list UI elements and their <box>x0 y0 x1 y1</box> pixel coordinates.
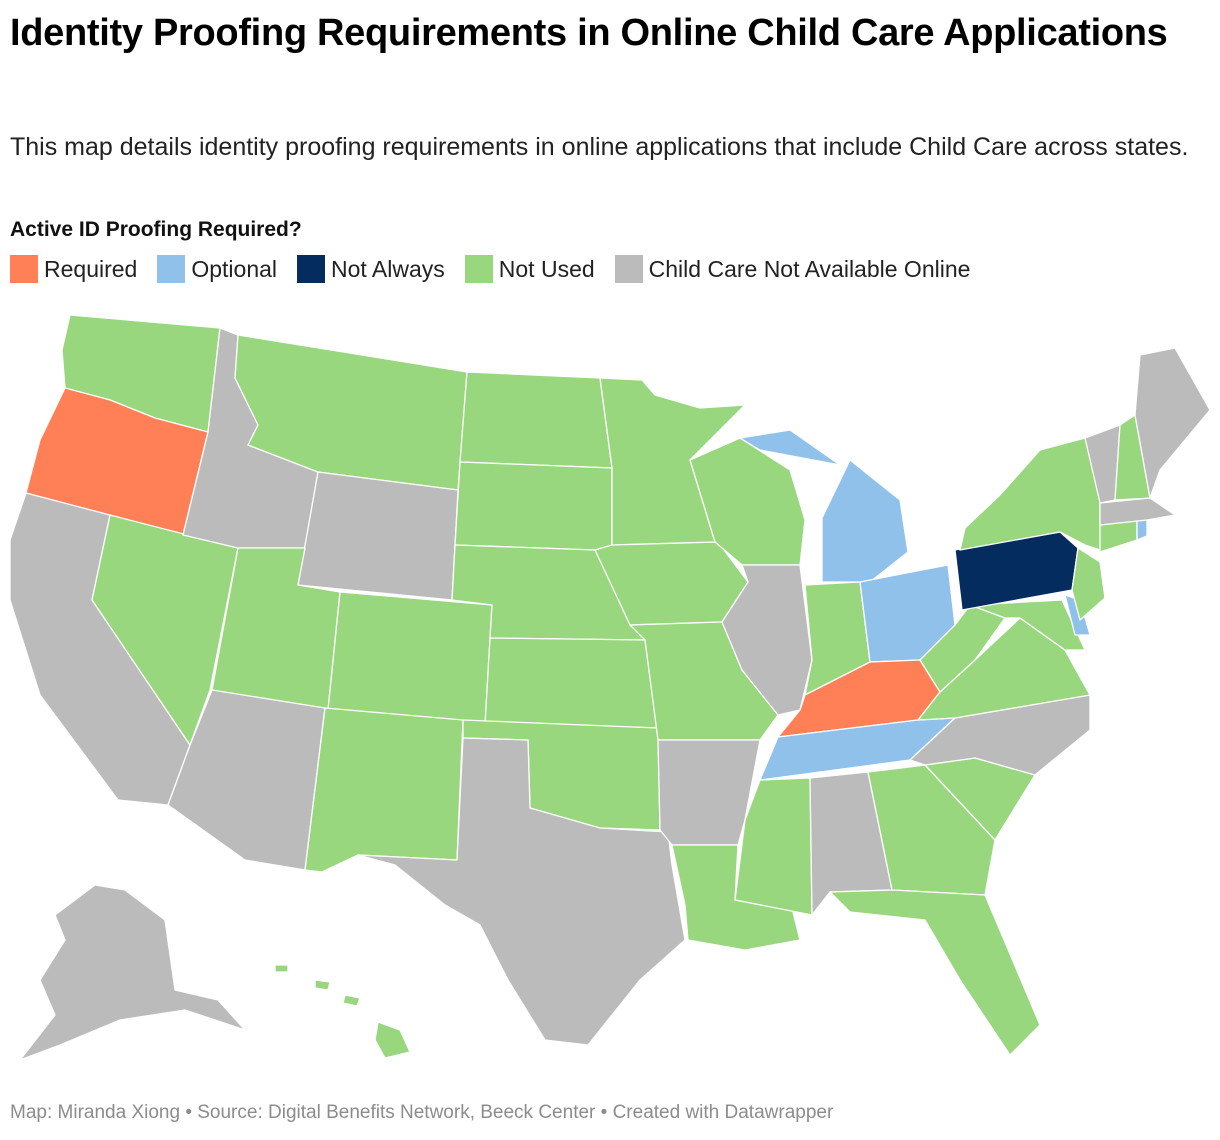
state-new-jersey[interactable] <box>1071 547 1106 621</box>
state-alaska[interactable] <box>19 884 246 1061</box>
legend-swatch-optional <box>157 255 186 283</box>
state-hawaii[interactable] <box>274 964 411 1059</box>
legend-label-optional: Optional <box>191 255 278 282</box>
state-wyoming[interactable] <box>297 471 459 601</box>
legend-swatch-required <box>10 255 38 283</box>
legend-swatch-not-available <box>614 255 643 283</box>
chart-title: Identity Proofing Requirements in Online… <box>10 12 1168 54</box>
state-louisiana[interactable] <box>671 844 801 951</box>
state-massachusetts[interactable] <box>1099 497 1176 526</box>
state-georgia[interactable] <box>867 764 996 896</box>
legend-label-not-always: Not Always <box>331 255 445 282</box>
legend-item-optional: Optional <box>157 255 277 283</box>
state-maryland[interactable] <box>969 599 1086 651</box>
state-new-mexico[interactable] <box>304 707 464 873</box>
state-illinois[interactable] <box>721 564 813 716</box>
legend: Required Optional Not Always Not Used Ch… <box>10 255 990 283</box>
legend-title: Active ID Proofing Required? <box>10 218 302 241</box>
state-colorado[interactable] <box>327 591 493 726</box>
state-rhode-island[interactable] <box>1136 519 1148 541</box>
state-kansas[interactable] <box>484 637 659 729</box>
legend-label-not-used: Not Used <box>498 255 595 282</box>
state-maine[interactable] <box>1134 347 1211 499</box>
chart-credits: Map: Miranda Xiong • Source: Digital Ben… <box>10 1102 834 1123</box>
legend-label-not-available: Child Care Not Available Online <box>648 255 971 282</box>
chart-subtitle: This map details identity proofing requi… <box>10 133 1189 161</box>
state-north-dakota[interactable] <box>459 371 613 469</box>
state-texas[interactable] <box>357 737 686 1046</box>
legend-item-required: Required <box>10 255 137 283</box>
legend-item-not-always: Not Always <box>297 255 445 283</box>
legend-swatch-not-always <box>297 255 326 283</box>
legend-label-required: Required <box>44 255 138 282</box>
legend-item-not-available: Child Care Not Available Online <box>614 255 971 283</box>
us-states-map <box>9 314 1211 1061</box>
state-minnesota[interactable] <box>599 377 746 546</box>
state-michigan[interactable] <box>739 429 909 583</box>
state-mississippi[interactable] <box>734 777 813 916</box>
state-florida[interactable] <box>829 889 1041 1056</box>
state-new-york[interactable] <box>959 437 1101 551</box>
legend-swatch-not-used <box>464 255 493 283</box>
legend-item-not-used: Not Used <box>464 255 595 283</box>
